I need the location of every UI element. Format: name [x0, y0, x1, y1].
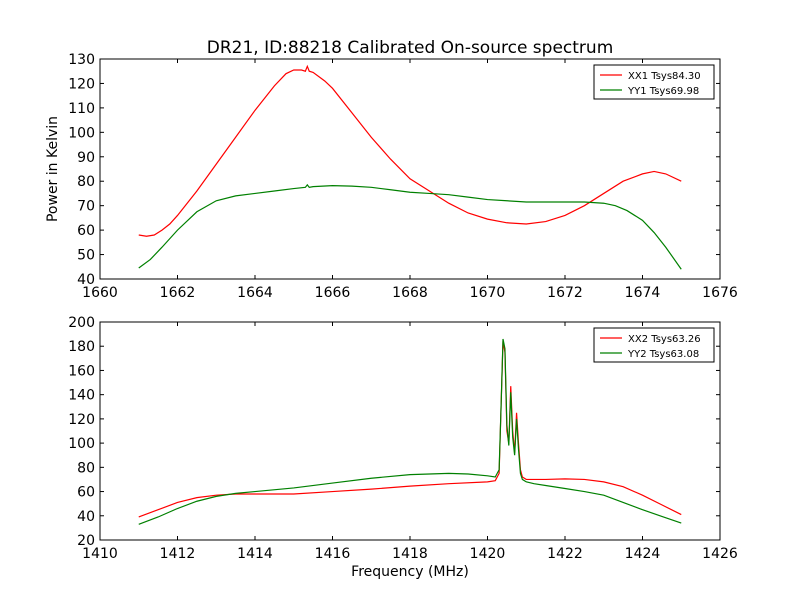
series-line-2-2: [138, 338, 682, 525]
y-tick-label: 20: [77, 533, 95, 549]
y-tick-label: 120: [68, 412, 95, 428]
x-tick-label: 1668: [392, 285, 428, 301]
x-tick-label: 1424: [625, 546, 661, 562]
x-tick-label: 1418: [392, 546, 428, 562]
y-tick-label: 60: [77, 485, 95, 501]
series-line-1-1: [138, 64, 682, 237]
y-tick-label: 100: [68, 125, 95, 141]
chart-title: DR21, ID:88218 Calibrated On-source spec…: [207, 38, 614, 58]
legend-2: XX2 Tsys63.26 YY2 Tsys63.08: [593, 327, 715, 363]
y-tick-label: 100: [68, 436, 95, 452]
x-tick-label: 1676: [702, 285, 738, 301]
series-line-1-2: [138, 183, 682, 270]
y-tick-label: 60: [77, 223, 95, 239]
legend-box: [593, 327, 715, 363]
y-axis-label: Power in Kelvin: [45, 116, 61, 222]
x-tick-label: 1410: [82, 546, 118, 562]
y-tick-label: 160: [68, 363, 95, 379]
legend-1: XX1 Tsys84.30 YY1 Tsys69.98: [593, 64, 715, 100]
y-tick-label: 80: [77, 174, 95, 190]
x-tick-label: 1412: [160, 546, 196, 562]
x-tick-label: 1414: [237, 546, 273, 562]
y-tick-label: 130: [68, 52, 95, 68]
x-tick-label: 1422: [547, 546, 583, 562]
x-tick-label: 1670: [470, 285, 506, 301]
x-tick-label: 1664: [237, 285, 273, 301]
legend-label: XX2 Tsys63.26: [628, 334, 701, 345]
legend-label: XX1 Tsys84.30: [628, 71, 701, 82]
x-tick-label: 1662: [160, 285, 196, 301]
y-tick-label: 140: [68, 388, 95, 404]
legend-box: [593, 64, 715, 100]
y-tick-label: 120: [68, 76, 95, 92]
y-tick-label: 80: [77, 460, 95, 476]
y-tick-label: 90: [77, 150, 95, 166]
y-tick-label: 200: [68, 315, 95, 331]
x-tick-label: 1426: [702, 546, 738, 562]
x-tick-label: 1420: [470, 546, 506, 562]
legend-label: YY1 Tsys69.98: [627, 86, 699, 97]
series-line-2-1: [138, 341, 682, 518]
x-tick-label: 1672: [547, 285, 583, 301]
x-tick-label: 1666: [315, 285, 351, 301]
y-tick-label: 40: [77, 509, 95, 525]
chart-panel-2: 1410 1412 1414 1416 1418 1420 1422 1424 1426 20 40…: [68, 315, 738, 580]
y-tick-label: 50: [77, 248, 95, 264]
y-tick-label: 180: [68, 339, 95, 355]
y-tick-label: 110: [68, 101, 95, 117]
x-tick-label: 1674: [625, 285, 661, 301]
chart-panel-1: 1660 1662 1664 1666 1668 1670 1672 1674 1676 40 50…: [45, 38, 738, 301]
x-tick-label: 1416: [315, 546, 351, 562]
y-tick-label: 40: [77, 272, 95, 288]
x-tick-label: 1660: [82, 285, 118, 301]
y-tick-label: 70: [77, 199, 95, 215]
legend-label: YY2 Tsys63.08: [627, 349, 699, 360]
x-axis-label: Frequency (MHz): [351, 564, 469, 580]
